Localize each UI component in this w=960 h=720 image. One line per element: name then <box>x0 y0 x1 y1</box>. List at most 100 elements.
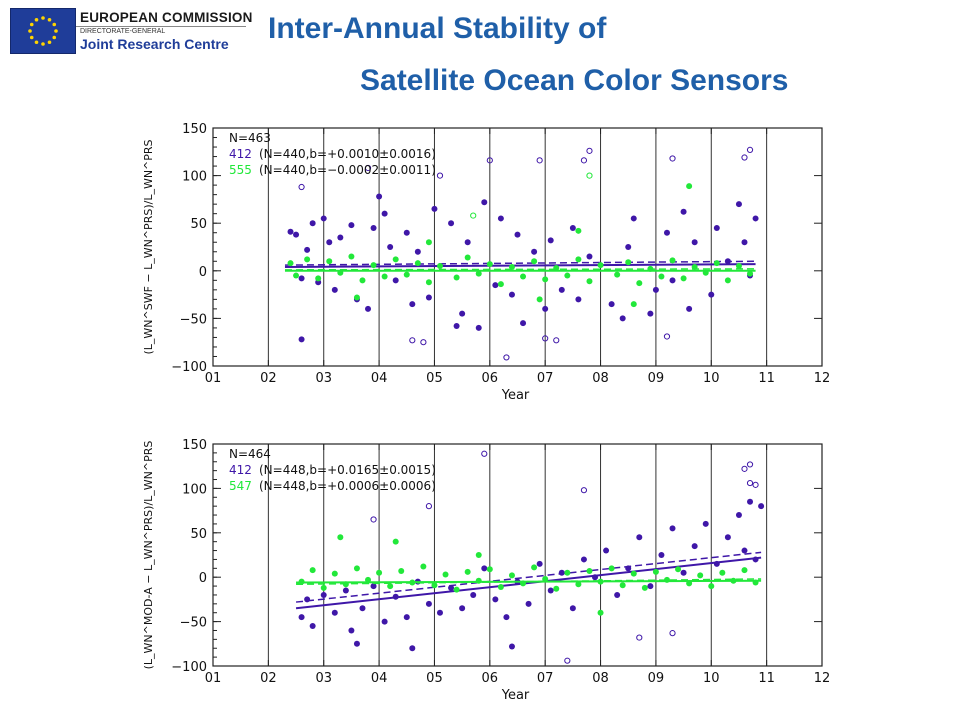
legend-series-name: 412 <box>229 463 252 477</box>
outlier-point-412 <box>364 164 372 172</box>
data-point-555 <box>392 256 399 263</box>
data-point-547 <box>431 582 438 589</box>
data-point-412 <box>586 253 593 260</box>
data-point-412 <box>287 228 294 235</box>
data-point-412 <box>492 282 499 289</box>
data-point-412 <box>558 286 565 293</box>
data-point-555 <box>304 256 311 263</box>
data-point-547 <box>486 566 493 573</box>
outlier-point-412 <box>481 450 488 457</box>
data-point-412 <box>409 301 416 308</box>
data-point-412 <box>542 305 549 312</box>
x-tick-label: 09 <box>648 371 665 386</box>
data-point-412 <box>381 618 388 625</box>
data-point-555 <box>542 276 549 283</box>
data-point-555 <box>326 258 333 265</box>
data-point-412 <box>304 246 311 253</box>
data-point-555 <box>403 271 410 278</box>
x-tick-label: 04 <box>371 371 388 386</box>
trend-line-dashed-547 <box>296 578 762 586</box>
data-point-412 <box>525 600 532 607</box>
outlier-point-412 <box>741 154 748 161</box>
legend-series-name: 555 <box>229 163 252 177</box>
data-point-555 <box>536 296 543 303</box>
data-point-412 <box>298 614 305 621</box>
data-point-412 <box>603 547 610 554</box>
outlier-point-412 <box>542 335 549 342</box>
data-point-555 <box>497 281 504 288</box>
data-point-547 <box>387 583 394 590</box>
data-point-555 <box>425 239 432 246</box>
data-point-412 <box>359 605 366 612</box>
trend-line-412 <box>284 263 756 268</box>
data-point-547 <box>398 567 405 574</box>
data-point-412 <box>752 215 759 222</box>
outlier-point-412 <box>580 487 588 494</box>
data-point-412 <box>337 234 344 241</box>
data-point-555 <box>520 273 527 280</box>
eu-star-icon <box>52 22 57 27</box>
data-point-547 <box>542 575 549 582</box>
outlier-point-412 <box>409 337 416 344</box>
data-point-412 <box>508 643 515 650</box>
data-point-547 <box>420 563 427 570</box>
data-point-555 <box>735 263 742 270</box>
data-point-547 <box>331 570 338 577</box>
outlier-point-412 <box>425 503 433 510</box>
data-point-547 <box>475 552 482 558</box>
data-point-412 <box>464 239 471 246</box>
data-point-412 <box>370 224 377 231</box>
data-point-555 <box>713 260 720 267</box>
outlier-point-412 <box>741 465 748 472</box>
data-point-555 <box>747 270 754 277</box>
data-point-412 <box>392 277 399 284</box>
outlier-point-412 <box>503 354 510 361</box>
data-point-412 <box>686 305 693 312</box>
data-point-412 <box>652 286 659 293</box>
outlier-point-412 <box>553 337 560 344</box>
chart-top-swf: 01 02 03 04 05 06 07 08 09 10 11 12 Year 150 100 50 0 −50… <box>142 122 830 403</box>
data-point-547 <box>309 567 316 574</box>
data-point-547 <box>597 609 604 616</box>
data-point-555 <box>370 262 377 269</box>
x-tick-label: 06 <box>482 671 499 686</box>
data-point-412 <box>680 569 687 576</box>
eu-star-icon <box>41 42 45 46</box>
outlier-point-412 <box>486 157 493 164</box>
data-point-412 <box>298 275 305 282</box>
data-point-555 <box>293 272 300 279</box>
data-point-555 <box>564 272 571 279</box>
data-point-412 <box>403 614 410 621</box>
legend-series-stats: (N=448,b=+0.0006±0.0006) <box>259 479 436 493</box>
x-tick-label: 02 <box>260 671 277 686</box>
data-point-412 <box>320 591 327 598</box>
outlier-point-412 <box>746 461 754 468</box>
y-tick-label: 100 <box>182 482 207 497</box>
data-point-412 <box>569 224 576 231</box>
x-axis-label: Year <box>501 688 530 703</box>
x-tick-label: 10 <box>703 671 720 686</box>
outlier-point-412 <box>746 146 754 153</box>
x-tick-label: 11 <box>758 671 775 686</box>
data-point-412 <box>326 239 333 246</box>
x-tick-label: 02 <box>260 371 277 386</box>
data-point-412 <box>630 215 637 222</box>
data-point-547 <box>586 567 593 574</box>
data-point-412 <box>436 609 443 616</box>
data-point-555 <box>575 227 582 234</box>
eu-star-icon <box>47 40 52 45</box>
x-tick-label: 11 <box>758 371 775 386</box>
eu-star-icon <box>41 16 45 20</box>
eu-star-icon <box>34 17 39 22</box>
y-tick-label: 100 <box>182 170 207 185</box>
data-point-555 <box>315 275 322 282</box>
data-point-412 <box>348 627 355 634</box>
outlier-point-412 <box>752 481 759 488</box>
data-point-412 <box>569 605 576 612</box>
legend-series-stats: (N=440,b=−0.0002±0.0011) <box>259 163 436 177</box>
data-point-547 <box>630 570 637 577</box>
jrc-logo: EUROPEAN COMMISSION DIRECTORATE-GENERAL … <box>10 8 252 54</box>
data-point-412 <box>497 215 504 222</box>
data-point-555 <box>614 271 621 278</box>
eu-star-icon <box>47 17 52 22</box>
